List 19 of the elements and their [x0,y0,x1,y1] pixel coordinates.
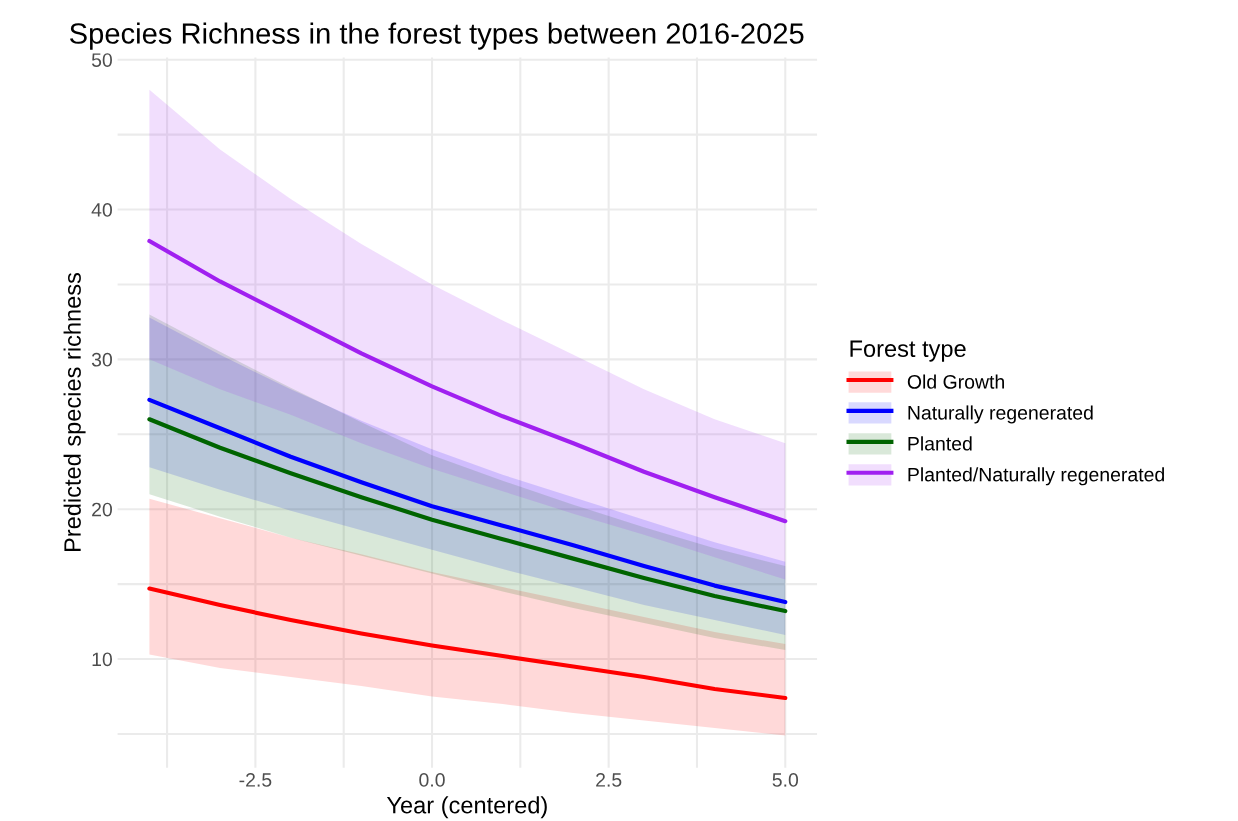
x-tick-label: 5.0 [772,773,799,787]
y-tick-label: 30 [91,352,112,367]
x-tick-label: -2.5 [239,773,272,787]
x-axis-title: Year (centered) [386,796,547,819]
y-tick-label: 20 [92,502,112,517]
y-axis-title: Predicted species richness [63,272,86,552]
legend-label: Planted [908,436,972,451]
chart-title: Species Richness in the forest types between 2016-2025 [69,22,804,50]
line-series [147,238,788,524]
y-tick-label: 10 [92,652,112,667]
legend-label: Planted/Naturally regenerated [908,467,1164,486]
x-tick-label: 0.0 [419,773,445,787]
x-tick-label: 2.5 [596,773,622,787]
y-tick-label: 50 [91,53,112,67]
y-tick-label: 40 [91,203,112,217]
legend-label: Old Growth [907,374,1004,389]
legend-title: Forest type [850,340,966,362]
legend-label: Naturally regenerated [908,405,1093,424]
line-series [147,586,788,701]
